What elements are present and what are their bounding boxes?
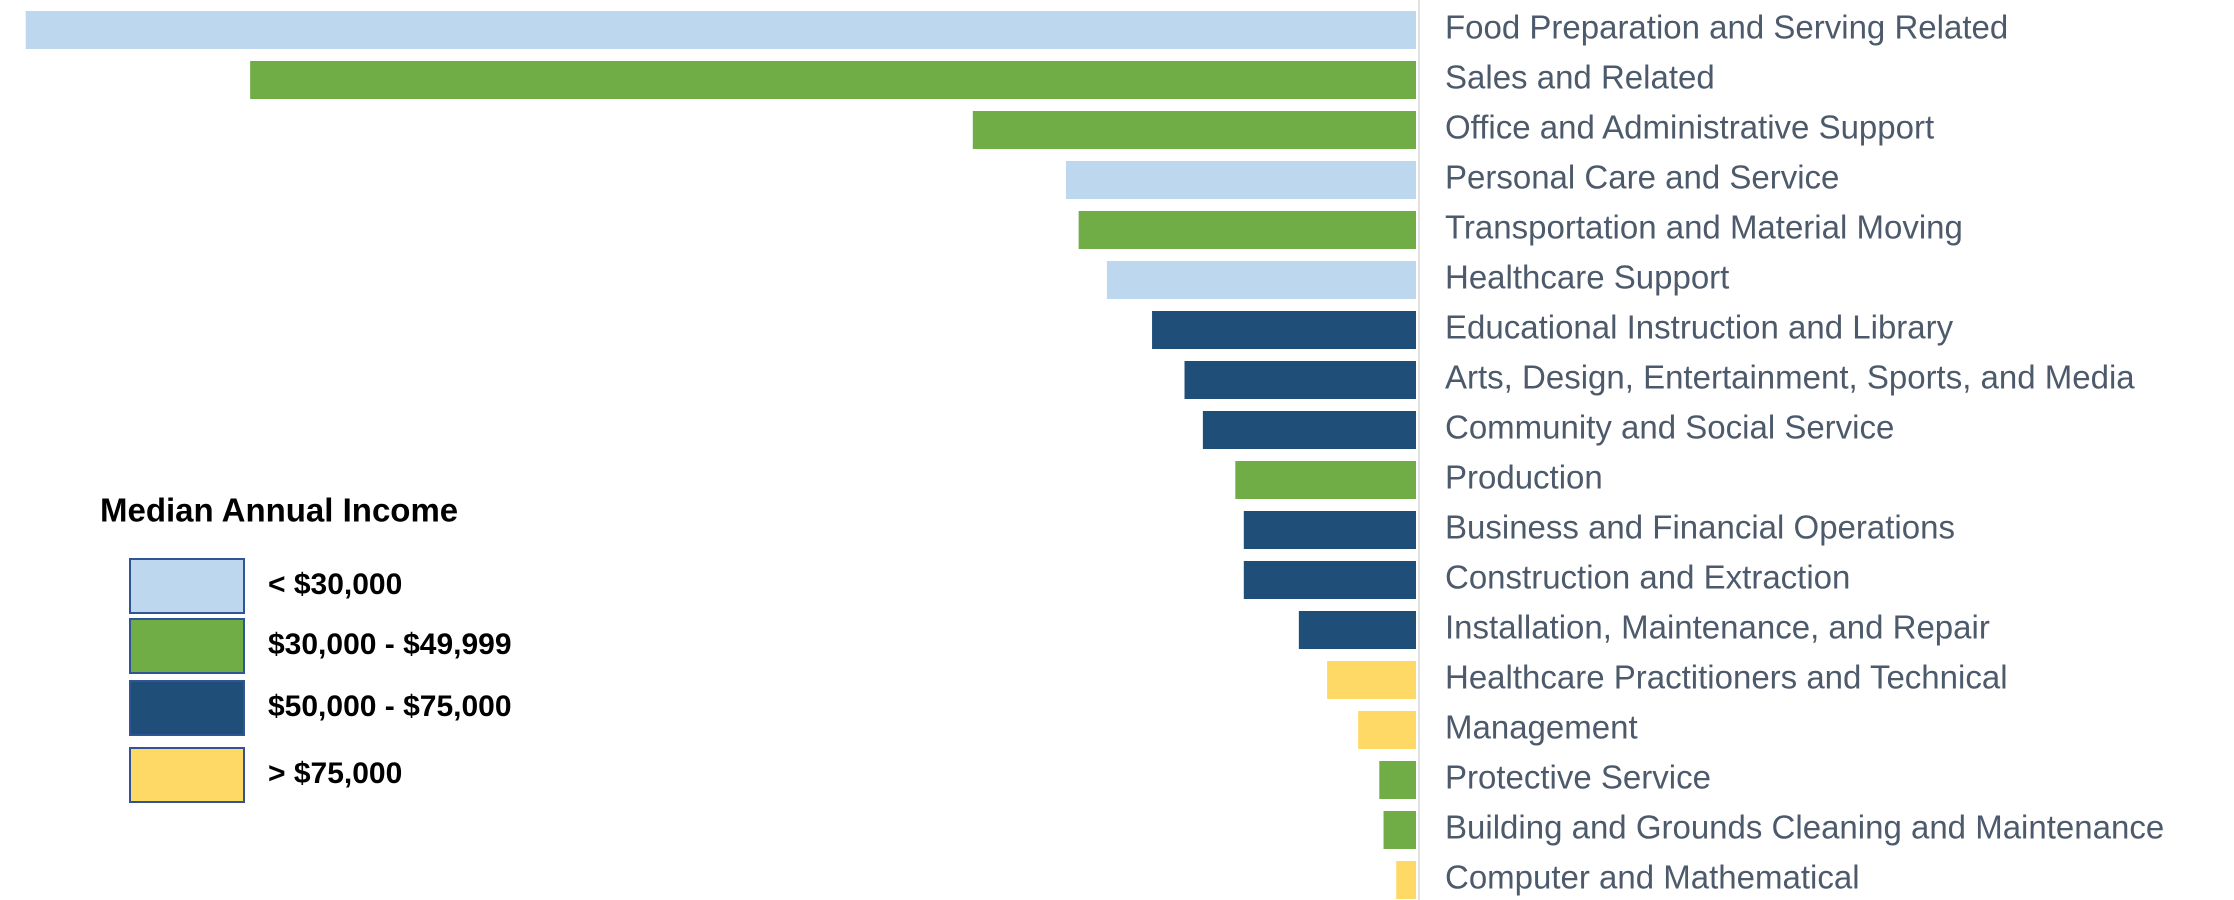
legend-swatch bbox=[129, 747, 245, 803]
category-label: Construction and Extraction bbox=[1445, 559, 1850, 596]
category-label: Computer and Mathematical bbox=[1445, 859, 1860, 896]
bar bbox=[1235, 461, 1416, 499]
category-label: Food Preparation and Serving Related bbox=[1445, 9, 2008, 46]
bar bbox=[1243, 561, 1416, 599]
bar bbox=[1379, 761, 1416, 799]
category-label: Building and Grounds Cleaning and Mainte… bbox=[1445, 809, 2164, 846]
category-label: Installation, Maintenance, and Repair bbox=[1445, 609, 1990, 646]
bar bbox=[1202, 411, 1416, 449]
category-label: Protective Service bbox=[1445, 759, 1711, 796]
category-label: Sales and Related bbox=[1445, 59, 1715, 96]
legend-label: < $30,000 bbox=[268, 568, 402, 601]
legend-swatch bbox=[129, 680, 245, 736]
legend-label: $30,000 - $49,999 bbox=[268, 628, 512, 661]
category-label: Business and Financial Operations bbox=[1445, 509, 1955, 546]
category-label: Personal Care and Service bbox=[1445, 159, 1839, 196]
legend-label: $50,000 - $75,000 bbox=[268, 690, 512, 723]
category-label: Transportation and Material Moving bbox=[1445, 209, 1963, 246]
category-label: Healthcare Practitioners and Technical bbox=[1445, 659, 2008, 696]
bar bbox=[1327, 661, 1416, 699]
bar bbox=[25, 11, 1416, 49]
bar bbox=[1383, 811, 1416, 849]
category-label: Management bbox=[1445, 709, 1638, 746]
bar bbox=[250, 61, 1417, 99]
bar bbox=[1358, 711, 1416, 749]
bar bbox=[972, 111, 1416, 149]
legend-swatch bbox=[129, 618, 245, 674]
bar bbox=[1298, 611, 1416, 649]
legend-swatch bbox=[129, 558, 245, 614]
category-label: Production bbox=[1445, 459, 1603, 496]
legend-label: > $75,000 bbox=[268, 757, 402, 790]
category-label: Community and Social Service bbox=[1445, 409, 1894, 446]
bar bbox=[1106, 261, 1416, 299]
bar bbox=[1184, 361, 1416, 399]
bar bbox=[1243, 511, 1416, 549]
legend-title: Median Annual Income bbox=[100, 492, 458, 529]
category-label: Educational Instruction and Library bbox=[1445, 309, 1954, 346]
category-label: Arts, Design, Entertainment, Sports, and… bbox=[1445, 359, 2135, 396]
category-label: Office and Administrative Support bbox=[1445, 109, 1934, 146]
bar bbox=[1152, 311, 1416, 349]
bar bbox=[1065, 161, 1416, 199]
category-label: Healthcare Support bbox=[1445, 259, 1729, 296]
bar bbox=[1396, 861, 1416, 899]
bar bbox=[1078, 211, 1416, 249]
